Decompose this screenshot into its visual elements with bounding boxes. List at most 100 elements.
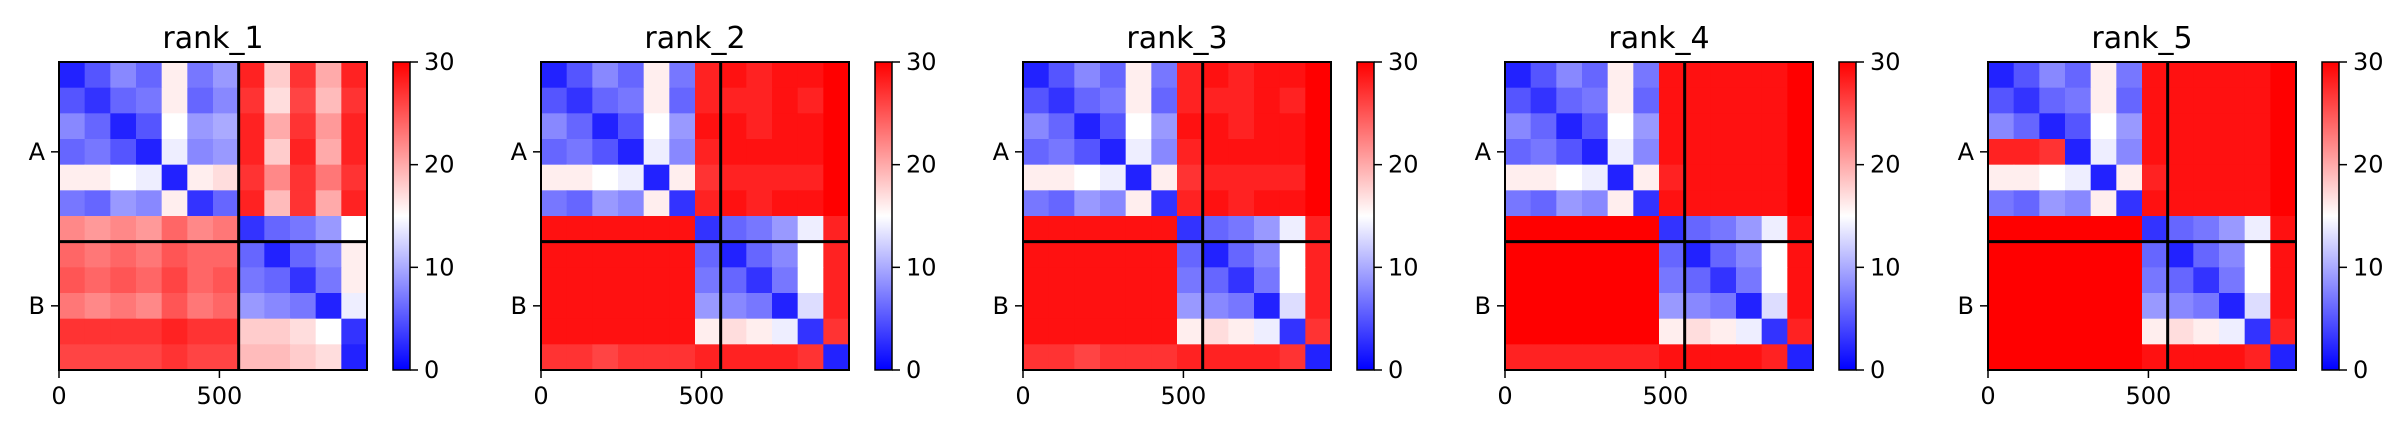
heatmap-cell-9-7 (238, 293, 265, 320)
heatmap-cell-10-5 (1151, 318, 1178, 345)
heatmap-cell-6-4 (2090, 216, 2117, 243)
heatmap-cell-0-5 (669, 62, 696, 89)
heatmap-cell-11-9 (1736, 344, 1763, 371)
heatmap-cell-7-2 (592, 241, 619, 268)
heatmap-cell-9-3 (618, 293, 645, 320)
heatmap-cell-10-7 (1684, 318, 1711, 345)
heatmap-cell-2-1 (1530, 113, 1557, 140)
heatmap-cell-3-8 (746, 139, 773, 166)
heatmap-cell-8-6 (213, 267, 240, 294)
colorbar-tick-label: 10 (2353, 253, 2384, 281)
heatmap-cell-11-2 (2039, 344, 2066, 371)
heatmap-cell-8-3 (2065, 267, 2092, 294)
heatmap-cell-8-1 (1530, 267, 1557, 294)
heatmap-cell-9-9 (2219, 293, 2246, 320)
heatmap-cell-0-1 (2013, 62, 2040, 89)
colorbar-tick-label: 20 (906, 151, 937, 179)
heatmap-cell-0-1 (1530, 62, 1557, 89)
heatmap-cell-4-10 (2244, 164, 2271, 191)
heatmap-cell-4-10 (1279, 164, 1306, 191)
heatmap-cell-6-0 (1988, 216, 2015, 243)
heatmap-cell-6-1 (1048, 216, 1075, 243)
heatmap-cell-0-5 (187, 62, 214, 89)
heatmap-cell-9-2 (2039, 293, 2066, 320)
heatmap-cell-11-10 (1761, 344, 1788, 371)
heatmap-cell-4-0 (1505, 164, 1532, 191)
heatmap-cell-9-6 (1659, 293, 1686, 320)
heatmap-cell-11-0 (541, 344, 568, 371)
heatmap-cell-11-2 (1074, 344, 1101, 371)
heatmap-cell-0-10 (2244, 62, 2271, 89)
heatmap-cell-6-9 (772, 216, 799, 243)
heatmap-cell-3-7 (1684, 139, 1711, 166)
heatmap-cell-1-7 (1684, 87, 1711, 114)
heatmap-cell-4-7 (238, 164, 265, 191)
heatmap-cell-1-6 (213, 87, 240, 114)
heatmap-cell-11-4 (2090, 344, 2117, 371)
heatmap-cell-10-11 (2270, 318, 2297, 345)
heatmap-cell-2-6 (2142, 113, 2169, 140)
heatmap-cell-6-10 (2244, 216, 2271, 243)
heatmap-cell-0-4 (643, 62, 670, 89)
heatmap-cell-11-8 (264, 344, 291, 371)
heatmap-cell-10-1 (84, 318, 111, 345)
heatmap-cell-5-6 (213, 190, 240, 217)
heatmap-cell-3-9 (2219, 139, 2246, 166)
heatmap-cell-1-3 (1100, 87, 1127, 114)
heatmap-cell-6-10 (1761, 216, 1788, 243)
heatmap-cell-9-10 (1761, 293, 1788, 320)
heatmap-cell-2-0 (59, 113, 86, 140)
heatmap-cell-9-3 (136, 293, 163, 320)
heatmap-cell-4-6 (1177, 164, 1204, 191)
heatmap-cell-9-9 (1254, 293, 1281, 320)
heatmap-cell-10-1 (1048, 318, 1075, 345)
heatmap-cell-2-4 (161, 113, 188, 140)
heatmap-cell-10-6 (695, 318, 722, 345)
heatmap-cell-0-8 (264, 62, 291, 89)
heatmap-cell-0-6 (213, 62, 240, 89)
heatmap-cell-6-6 (1177, 216, 1204, 243)
heatmap-cell-3-10 (797, 139, 824, 166)
heatmap-cell-0-0 (1505, 62, 1532, 89)
heatmap-cell-11-8 (1228, 344, 1255, 371)
heatmap-cell-4-4 (2090, 164, 2117, 191)
heatmap-cell-11-5 (187, 344, 214, 371)
colorbar (2321, 61, 2340, 371)
heatmap-cell-2-2 (1074, 113, 1101, 140)
heatmap-cell-5-10 (2244, 190, 2271, 217)
heatmap-cell-7-11 (1305, 241, 1332, 268)
heatmap-cell-6-10 (1279, 216, 1306, 243)
heatmap-cell-7-0 (541, 241, 568, 268)
heatmap-cell-10-3 (618, 318, 645, 345)
heatmap-cell-9-4 (1607, 293, 1634, 320)
heatmap-cell-3-10 (315, 139, 342, 166)
heatmap-cell-1-0 (59, 87, 86, 114)
heatmap-cell-10-0 (1988, 318, 2015, 345)
y-tick-label-chain-A: A (29, 138, 46, 166)
heatmap-cell-11-7 (1202, 344, 1229, 371)
heatmap-cell-0-2 (592, 62, 619, 89)
heatmap-cell-5-5 (1633, 190, 1660, 217)
heatmap-cell-11-0 (1505, 344, 1532, 371)
heatmap-cell-10-10 (1279, 318, 1306, 345)
heatmap-cell-1-9 (772, 87, 799, 114)
heatmap-cell-8-10 (797, 267, 824, 294)
heatmap-cell-10-0 (541, 318, 568, 345)
heatmap-cell-6-2 (110, 216, 137, 243)
heatmap-cell-7-0 (1505, 241, 1532, 268)
heatmap-cell-5-3 (136, 190, 163, 217)
plot-frame (58, 61, 368, 371)
heatmap-cell-2-2 (2039, 113, 2066, 140)
heatmap-cell-11-4 (1607, 344, 1634, 371)
heatmap-cell-9-0 (1505, 293, 1532, 320)
heatmap-cell-8-4 (643, 267, 670, 294)
heatmap-cell-1-3 (2065, 87, 2092, 114)
heatmap-cell-10-4 (1607, 318, 1634, 345)
heatmap-cell-3-7 (720, 139, 747, 166)
heatmap-cell-1-5 (1633, 87, 1660, 114)
x-tick-label: 0 (51, 382, 66, 410)
heatmap-cell-2-9 (2219, 113, 2246, 140)
y-tick-label-chain-A: A (511, 138, 528, 166)
heatmap-cell-8-3 (1100, 267, 1127, 294)
heatmap-cell-10-2 (592, 318, 619, 345)
